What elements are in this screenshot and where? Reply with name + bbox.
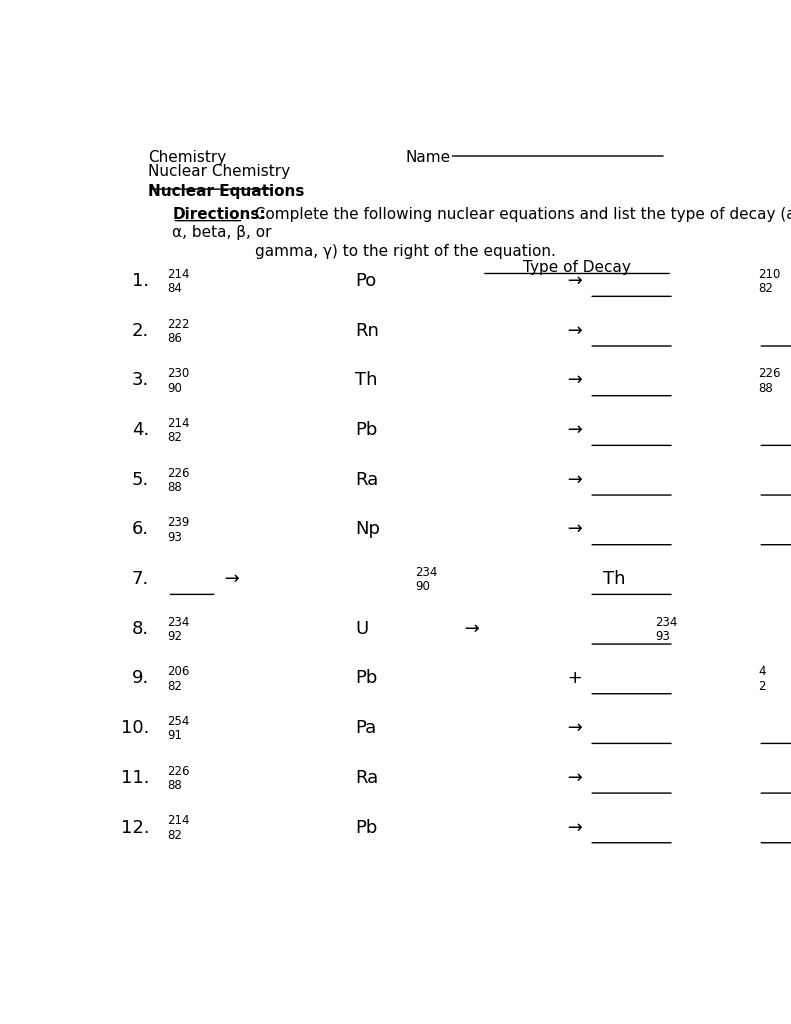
Text: 254: 254 [168, 715, 190, 728]
Text: 226: 226 [168, 765, 190, 777]
Text: →: → [219, 570, 246, 588]
Text: Th: Th [355, 372, 377, 389]
Text: 7.: 7. [132, 570, 149, 588]
Text: 90: 90 [168, 382, 183, 395]
Text: 11.: 11. [121, 769, 149, 786]
Text: 8.: 8. [132, 620, 149, 638]
Text: U: U [355, 620, 369, 638]
Text: 214: 214 [168, 814, 190, 827]
Text: 1.: 1. [132, 272, 149, 290]
Text: 82: 82 [168, 680, 183, 693]
Text: 206: 206 [168, 666, 190, 678]
Text: α, beta, β, or: α, beta, β, or [172, 225, 272, 241]
Text: Np: Np [355, 520, 380, 539]
Text: 88: 88 [168, 779, 182, 793]
Text: Ra: Ra [355, 471, 378, 488]
Text: →: → [562, 421, 589, 439]
Text: 82: 82 [168, 828, 183, 842]
Text: 6.: 6. [132, 520, 149, 539]
Text: 234: 234 [655, 615, 677, 629]
Text: 4: 4 [759, 666, 766, 678]
Text: 93: 93 [655, 630, 670, 643]
Text: gamma, γ) to the right of the equation.: gamma, γ) to the right of the equation. [255, 244, 556, 258]
Text: →: → [562, 471, 589, 488]
Text: 210: 210 [759, 268, 781, 281]
Text: 12.: 12. [120, 818, 149, 837]
Text: →: → [562, 272, 589, 290]
Text: →: → [562, 520, 589, 539]
Text: Type of Decay: Type of Decay [523, 260, 631, 275]
Text: Po: Po [355, 272, 377, 290]
Text: 82: 82 [759, 283, 774, 295]
Text: Complete the following nuclear equations and list the type of decay (alpha,: Complete the following nuclear equations… [244, 207, 791, 222]
Text: 90: 90 [415, 581, 430, 594]
Text: Pb: Pb [355, 818, 377, 837]
Text: 214: 214 [168, 268, 190, 281]
Text: →: → [562, 769, 589, 786]
Text: Ra: Ra [355, 769, 378, 786]
Text: →: → [562, 322, 589, 340]
Text: Nuclear Chemistry: Nuclear Chemistry [148, 164, 290, 179]
Text: →: → [562, 818, 589, 837]
Text: 88: 88 [168, 481, 182, 495]
Text: 4.: 4. [132, 421, 149, 439]
Text: Nuclear Equations: Nuclear Equations [148, 183, 305, 199]
Text: +: + [562, 670, 589, 687]
Text: 3.: 3. [132, 372, 149, 389]
Text: 91: 91 [168, 729, 183, 742]
Text: →: → [562, 719, 589, 737]
Text: Pb: Pb [355, 421, 377, 439]
Text: 82: 82 [168, 431, 183, 444]
Text: 239: 239 [168, 516, 190, 529]
Text: 2.: 2. [132, 322, 149, 340]
Text: 2: 2 [759, 680, 766, 693]
Text: 234: 234 [415, 566, 437, 579]
Text: →: → [459, 620, 486, 638]
Text: 234: 234 [168, 615, 190, 629]
Text: 84: 84 [168, 283, 183, 295]
Text: 93: 93 [168, 530, 183, 544]
Text: 226: 226 [759, 368, 781, 380]
Text: 92: 92 [168, 630, 183, 643]
Text: 222: 222 [168, 317, 190, 331]
Text: Name: Name [406, 151, 451, 166]
Text: Pa: Pa [355, 719, 377, 737]
Text: 230: 230 [168, 368, 190, 380]
Text: Rn: Rn [355, 322, 379, 340]
Text: Directions:: Directions: [172, 207, 266, 222]
Text: 5.: 5. [132, 471, 149, 488]
Text: Pb: Pb [355, 670, 377, 687]
Text: Th: Th [603, 570, 625, 588]
Text: Chemistry: Chemistry [148, 151, 226, 166]
Text: →: → [562, 372, 589, 389]
Text: 86: 86 [168, 332, 183, 345]
Text: 88: 88 [759, 382, 773, 395]
Text: 9.: 9. [132, 670, 149, 687]
Text: 214: 214 [168, 417, 190, 430]
Text: 10.: 10. [121, 719, 149, 737]
Text: 226: 226 [168, 467, 190, 479]
